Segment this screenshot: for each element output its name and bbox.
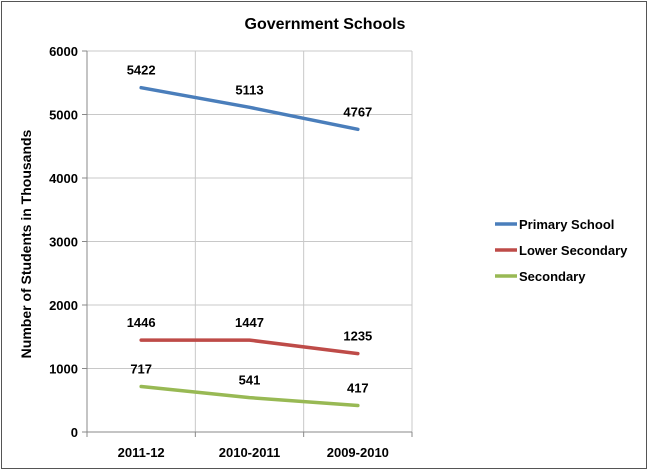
series-line bbox=[139, 85, 360, 132]
series-layer bbox=[139, 85, 360, 408]
y-axis-label: Number of Students in Thousands bbox=[18, 129, 34, 358]
data-label: 5113 bbox=[235, 82, 263, 97]
data-label: 541 bbox=[239, 373, 261, 388]
data-label: 1235 bbox=[343, 329, 372, 344]
data-label: 1446 bbox=[127, 315, 156, 330]
data-label: 1447 bbox=[235, 315, 264, 330]
y-tick-label: 2000 bbox=[49, 298, 78, 313]
data-label: 5422 bbox=[127, 63, 156, 78]
x-tick-label: 2011-12 bbox=[118, 445, 165, 460]
series-line bbox=[139, 384, 360, 408]
x-tick-label: 2010-2011 bbox=[219, 445, 280, 460]
data-label: 417 bbox=[347, 381, 369, 396]
y-tick-label: 3000 bbox=[49, 235, 78, 250]
legend-label: Primary School bbox=[519, 217, 614, 232]
y-tick-label: 4000 bbox=[49, 171, 78, 186]
legend: Primary School Lower Secondary Secondary bbox=[495, 217, 628, 284]
data-label: 717 bbox=[130, 361, 152, 376]
data-label: 4767 bbox=[343, 104, 372, 119]
grid-layer bbox=[87, 50, 413, 432]
legend-label: Lower Secondary bbox=[519, 243, 628, 258]
y-tick-label: 5000 bbox=[49, 108, 78, 123]
y-tick-label: 0 bbox=[71, 425, 78, 440]
y-tick-label: 1000 bbox=[49, 362, 78, 377]
y-tick-label: 6000 bbox=[49, 44, 78, 59]
chart-title: Government Schools bbox=[245, 16, 406, 33]
x-tick-label: 2009-2010 bbox=[327, 445, 389, 460]
axis-layer: 0 1000 2000 3000 4000 5000 6000 2011-12 2010-201… bbox=[49, 44, 413, 460]
legend-label: Secondary bbox=[519, 269, 586, 284]
series-line bbox=[139, 338, 360, 356]
data-label-layer: 5422 5113 4767 1446 1447 1235 717 541 417 bbox=[127, 63, 373, 396]
